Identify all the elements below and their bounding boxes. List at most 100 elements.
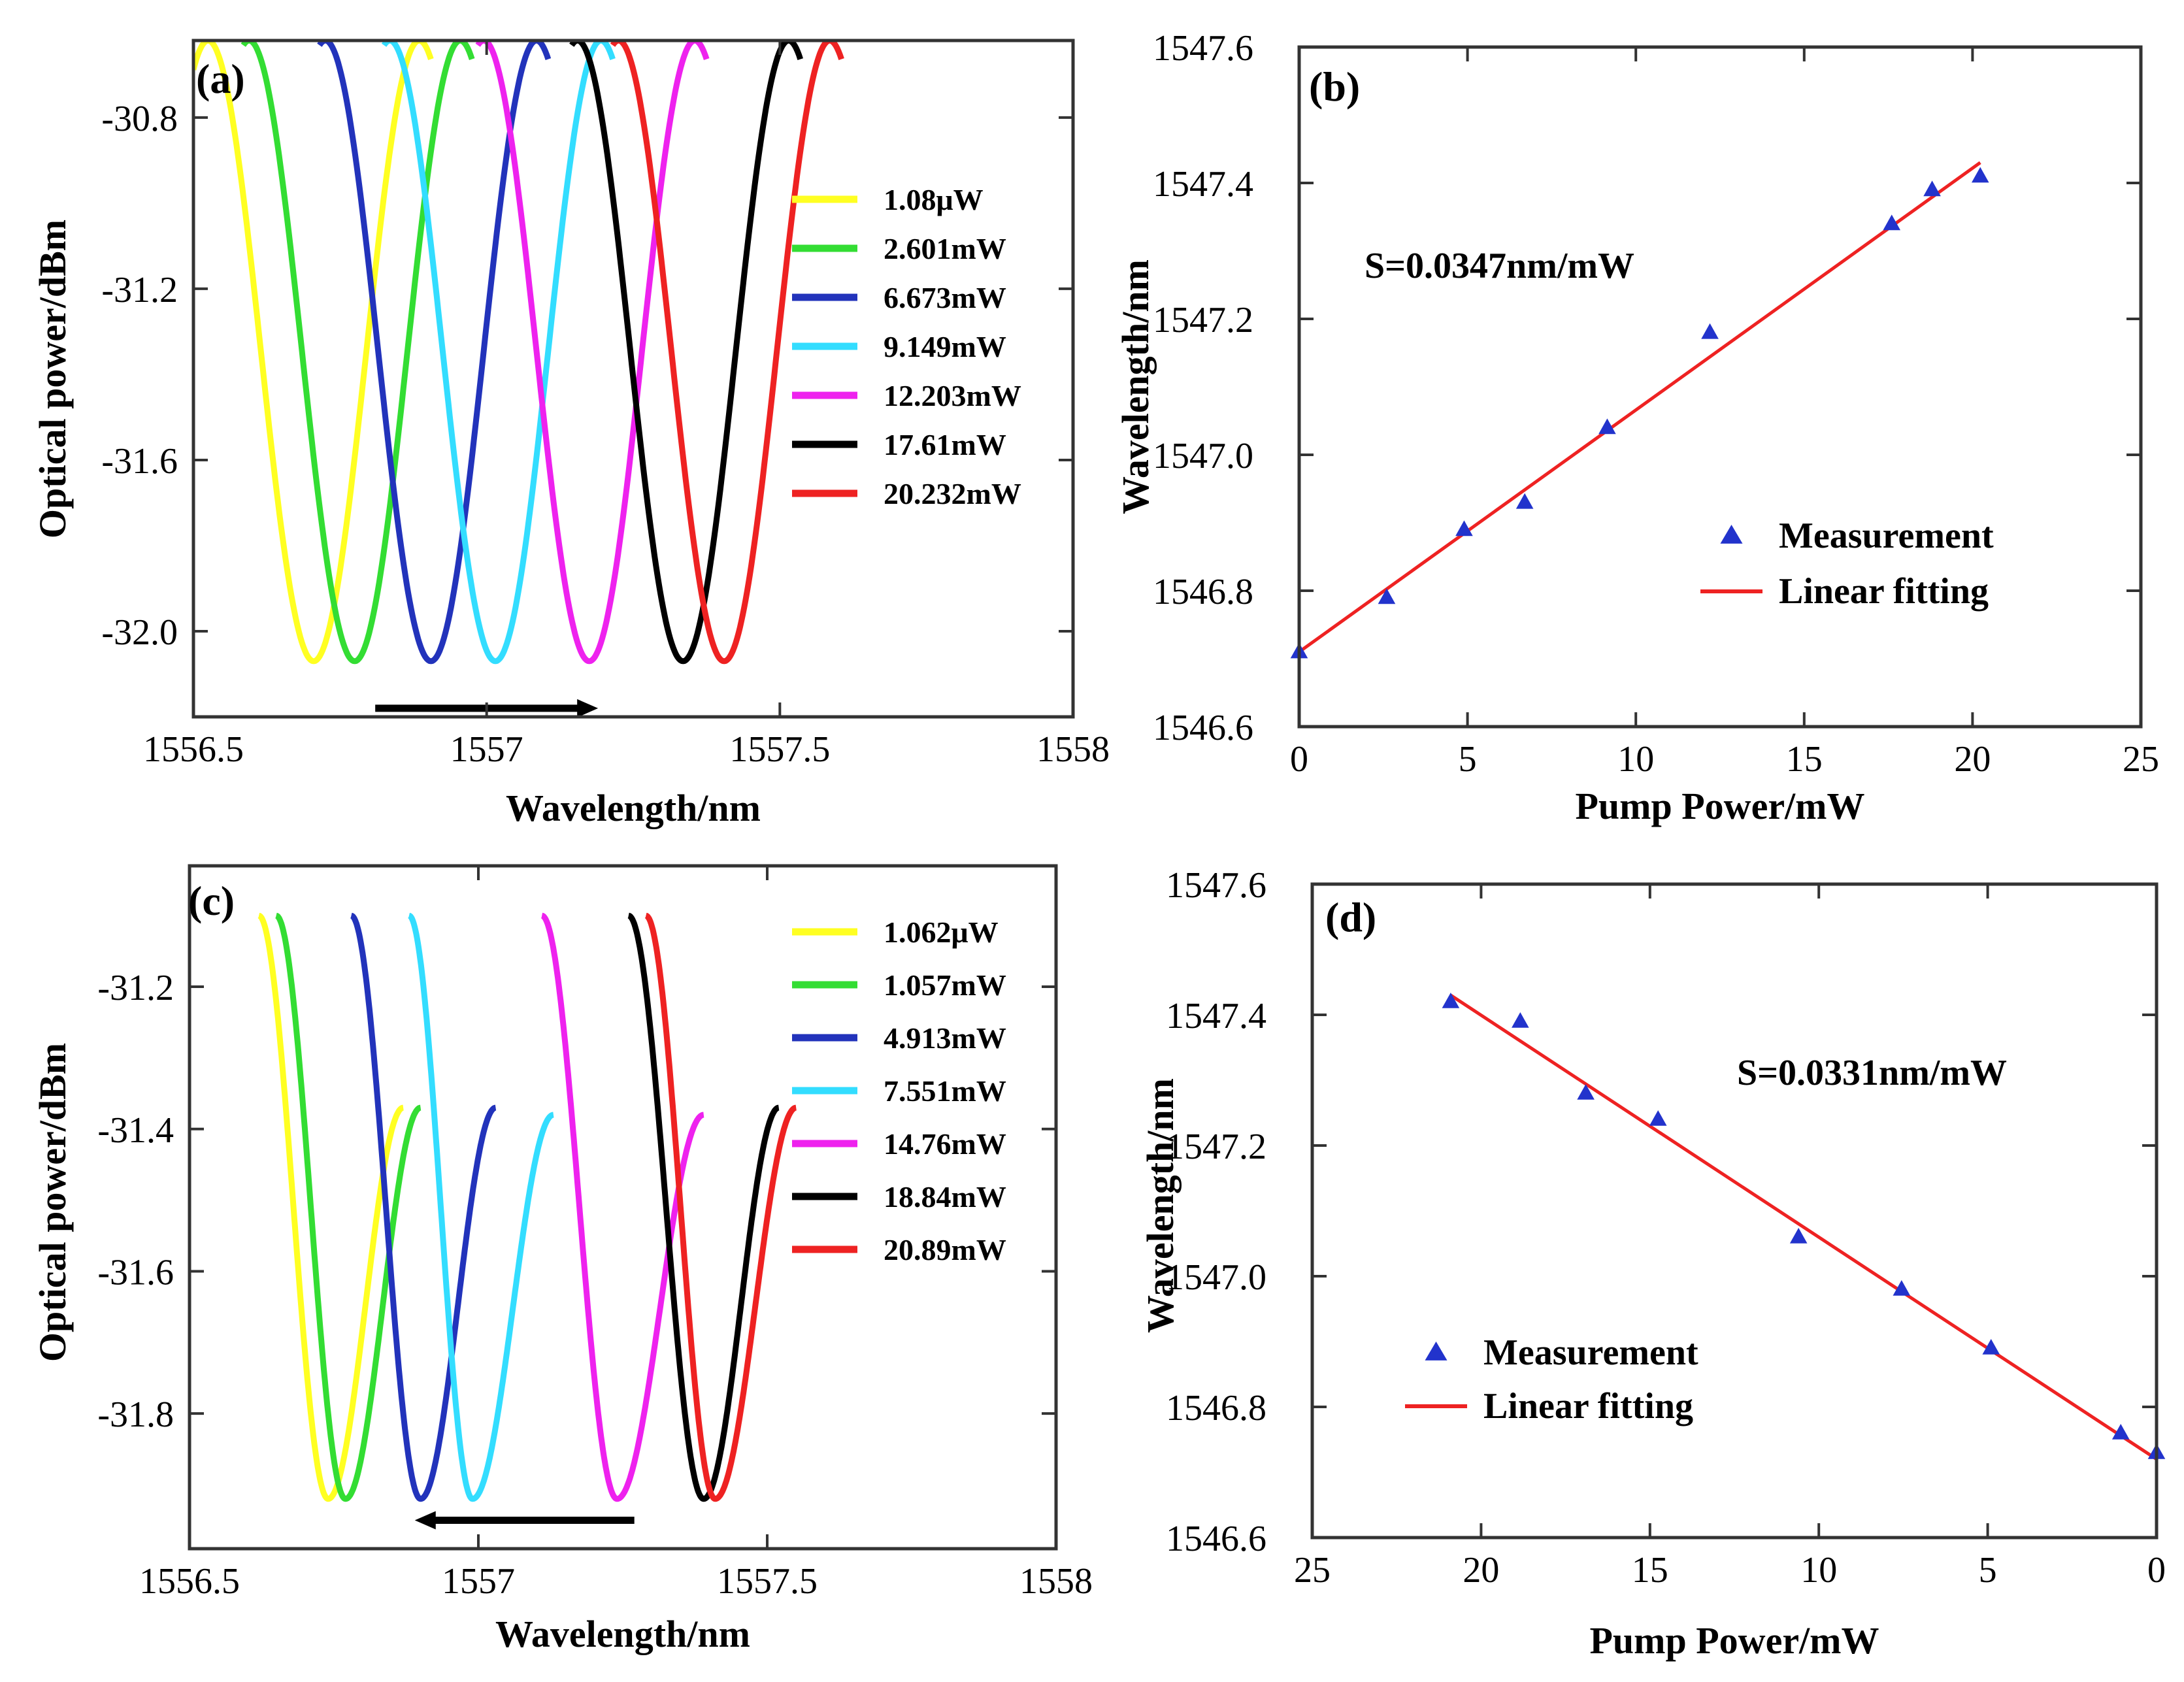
x-tick-label: 10 xyxy=(1800,1550,1837,1591)
shift-arrow-head xyxy=(414,1511,436,1530)
legend-label-3: 7.551mW xyxy=(884,1074,1006,1108)
panel-a: 1.08μW 2.601mW 6.673mW 9.149mW 12.203mW 17.61… xyxy=(31,39,1110,829)
legend-label-fit: Linear fitting xyxy=(1483,1386,1693,1426)
x-tick-label: 25 xyxy=(2123,739,2159,780)
y-axis-label: Wavelength/nm xyxy=(1114,259,1157,514)
legend-label-1: 2.601mW xyxy=(884,232,1006,265)
data-point-2 xyxy=(1455,520,1473,536)
legend-label-0: 1.08μW xyxy=(884,183,984,216)
x-tick-label: 1556.5 xyxy=(143,729,244,770)
y-tick-label: 1547.0 xyxy=(1153,436,1253,476)
panel-label: (c) xyxy=(188,878,235,924)
series-line-1 xyxy=(274,912,423,1502)
x-tick-label: 0 xyxy=(1290,739,1308,780)
series-line-0 xyxy=(193,41,434,665)
y-tick-label: 1547.0 xyxy=(1166,1257,1266,1298)
series-line-3 xyxy=(406,912,555,1502)
data-point-1 xyxy=(1378,588,1396,604)
legend-label-measurement: Measurement xyxy=(1483,1332,1698,1373)
x-tick-label: 1557.5 xyxy=(717,1561,818,1602)
y-tick-label: -31.6 xyxy=(97,1252,174,1293)
data-point-3 xyxy=(1515,493,1534,509)
y-tick-label: -32.0 xyxy=(101,612,178,653)
y-tick-label: -31.6 xyxy=(101,441,178,482)
y-axis-label: Optical power/dBm xyxy=(31,1043,74,1362)
y-tick-label: -31.2 xyxy=(101,270,178,310)
series-line-3 xyxy=(381,41,616,665)
y-tick-label: 1547.2 xyxy=(1166,1127,1266,1167)
x-tick-label: 0 xyxy=(2147,1550,2166,1591)
series-line-5 xyxy=(569,41,803,665)
legend-label-6: 20.89mW xyxy=(884,1233,1006,1266)
x-tick-label: 25 xyxy=(1294,1550,1331,1591)
data-point-7 xyxy=(2111,1424,2130,1440)
series-line-1 xyxy=(240,41,475,665)
data-point-2 xyxy=(1577,1084,1595,1100)
series-line-6 xyxy=(610,41,844,665)
y-tick-label: 1546.6 xyxy=(1166,1519,1266,1559)
data-point-3 xyxy=(1649,1110,1667,1126)
plot-frame xyxy=(1310,882,2159,1540)
series-line-2 xyxy=(349,912,498,1502)
shift-arrow-head xyxy=(577,699,599,717)
y-tick-label: 1547.2 xyxy=(1153,300,1253,340)
y-tick-label: 1546.6 xyxy=(1153,708,1253,748)
x-tick-label: 1558 xyxy=(1036,729,1110,770)
data-point-6 xyxy=(1982,1339,2000,1355)
panel-label: (d) xyxy=(1325,894,1376,940)
x-axis-label: Wavelength/nm xyxy=(495,1613,750,1655)
legend-label-5: 18.84mW xyxy=(884,1180,1006,1213)
panel-c: 1.062μW 1.057mW 4.913mW 7.551mW 14.76mW 18.84… xyxy=(31,864,1093,1655)
x-tick-label: 1556.5 xyxy=(139,1561,240,1602)
y-tick-label: 1546.8 xyxy=(1153,572,1253,612)
data-point-1 xyxy=(1512,1012,1529,1028)
legend-label-measurement: Measurement xyxy=(1779,516,1994,556)
series-line-0 xyxy=(256,912,406,1502)
x-tick-label: 1558 xyxy=(1019,1561,1093,1602)
y-tick-label: -31.2 xyxy=(97,968,174,1008)
x-axis-label: Wavelength/nm xyxy=(506,787,761,829)
y-axis-label: Wavelength/nm xyxy=(1139,1078,1182,1333)
data-point-5 xyxy=(1893,1280,1911,1296)
fit-line xyxy=(1299,161,1981,653)
x-tick-label: 5 xyxy=(1979,1550,1997,1591)
x-tick-label: 1557.5 xyxy=(729,729,830,770)
x-axis-label: Pump Power/mW xyxy=(1576,785,1865,827)
y-axis-label: Optical power/dBm xyxy=(31,220,74,538)
legend-label-4: 14.76mW xyxy=(884,1127,1006,1161)
panel-label: (b) xyxy=(1309,63,1360,110)
legend-label-0: 1.062μW xyxy=(884,915,999,949)
data-point-8 xyxy=(1971,167,1989,183)
y-tick-label: -31.8 xyxy=(97,1394,174,1435)
x-axis-label: Pump Power/mW xyxy=(1590,1619,1879,1662)
legend-label-1: 1.057mW xyxy=(884,968,1006,1002)
data-point-7 xyxy=(1923,180,1941,197)
slope-annotation: S=0.0347nm/mW xyxy=(1365,246,1634,286)
panel-label: (a) xyxy=(196,56,245,102)
legend-label-2: 4.913mW xyxy=(884,1021,1006,1055)
y-tick-label: 1547.6 xyxy=(1153,28,1253,69)
plot-area xyxy=(1299,161,1981,653)
x-tick-label: 1557 xyxy=(442,1561,515,1602)
legend-marker xyxy=(1425,1342,1448,1360)
series-line-4 xyxy=(475,41,710,665)
data-point-5 xyxy=(1701,323,1719,339)
legend-marker xyxy=(1720,525,1743,544)
y-tick-label: 1547.4 xyxy=(1166,996,1266,1036)
legend-label-2: 6.673mW xyxy=(884,281,1006,314)
y-tick-label: -30.8 xyxy=(101,99,178,139)
plot-area xyxy=(193,41,844,665)
plot-frame xyxy=(188,864,1058,1551)
plot-frame xyxy=(191,39,1075,719)
legend-label-6: 20.232mW xyxy=(884,477,1021,510)
panel-d: S=0.0331nm/mW Measurement Linear fitting 25… xyxy=(1139,865,2166,1662)
data-point-4 xyxy=(1598,418,1616,435)
series-line-6 xyxy=(644,912,799,1502)
plot-frame xyxy=(1297,45,2143,729)
plot-area xyxy=(256,912,799,1502)
legend-label-3: 9.149mW xyxy=(884,330,1006,363)
y-tick-label: 1547.6 xyxy=(1166,865,1266,906)
legend-label-5: 17.61mW xyxy=(884,428,1006,461)
plot-area xyxy=(1449,993,2157,1461)
